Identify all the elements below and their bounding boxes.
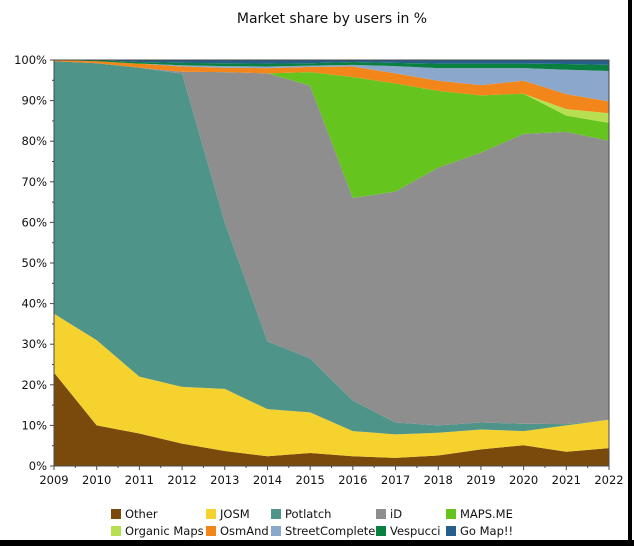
area-other <box>54 372 609 466</box>
legend-item-id: iD <box>376 507 446 521</box>
stacked-area-chart: 0% 10% 20% 30% 40% 50% 60% 70% 80% 90% 100% 2009 201… <box>14 53 624 487</box>
x-axis-label-2018: 2018 <box>424 473 453 487</box>
area-maps-me <box>54 61 609 199</box>
y-axis-label-90: 90% <box>21 94 47 108</box>
legend-item-go-map: Go Map!! <box>446 524 531 538</box>
x-axis-label-2009: 2009 <box>39 473 68 487</box>
x-axis-label-2017: 2017 <box>381 473 410 487</box>
legend-item-streetcomplete: StreetComplete <box>271 524 376 538</box>
legend-swatch-go-map <box>446 525 456 536</box>
legend-item-potlatch: Potlatch <box>271 507 376 521</box>
x-axis-label-2014: 2014 <box>253 473 282 487</box>
area-josm <box>54 313 609 458</box>
legend-label-maps-me: MAPS.ME <box>460 506 513 521</box>
legend-item-other: Other <box>111 507 206 521</box>
x-axis-label-2015: 2015 <box>296 473 325 487</box>
legend-label-streetcomplete: StreetComplete <box>285 523 376 538</box>
y-axis-label-70: 70% <box>21 175 47 189</box>
legend-item-organic-maps: Organic Maps <box>111 524 206 538</box>
axis-group: 0% 10% 20% 30% 40% 50% 60% 70% 80% 90% 100% 2009 201… <box>14 53 624 487</box>
area-go-map <box>54 60 609 65</box>
x-axis-label-2021: 2021 <box>552 473 581 487</box>
area-id <box>54 61 609 426</box>
area-potlatch <box>54 61 609 435</box>
y-axis-label-30: 30% <box>21 337 47 351</box>
legend-swatch-osmand <box>206 525 216 536</box>
legend-label-organic-maps: Organic Maps <box>125 523 204 538</box>
area-series-group <box>54 60 609 466</box>
window-edge-bottom <box>0 540 634 546</box>
legend-label-go-map: Go Map!! <box>460 523 514 538</box>
legend-label-potlatch: Potlatch <box>285 506 332 521</box>
legend-swatch-other <box>111 508 121 519</box>
legend-item-osmand: OsmAnd <box>206 524 271 538</box>
legend-swatch-organic-maps <box>111 525 121 536</box>
legend-swatch-id <box>376 508 386 519</box>
y-axis-label-10: 10% <box>21 418 47 432</box>
x-axis-label-2010: 2010 <box>82 473 111 487</box>
legend-swatch-josm <box>206 508 216 519</box>
area-streetcomplete <box>54 60 609 102</box>
legend-label-osmand: OsmAnd <box>220 523 269 538</box>
area-osmand <box>54 60 609 114</box>
legend: Other JOSM Potlatch iD MAPS.ME Organic Maps Os… <box>111 505 531 539</box>
legend-label-id: iD <box>390 506 403 521</box>
legend-item-josm: JOSM <box>206 507 271 521</box>
legend-swatch-vespucci <box>376 525 386 536</box>
y-axis-label-80: 80% <box>21 134 47 148</box>
legend-swatch-streetcomplete <box>271 525 281 536</box>
x-axis-label-2022: 2022 <box>594 473 623 487</box>
area-vespucci <box>54 60 609 71</box>
legend-label-josm: JOSM <box>220 506 250 521</box>
legend-swatch-potlatch <box>271 508 281 519</box>
legend-item-maps-me: MAPS.ME <box>446 507 531 521</box>
x-axis-label-2011: 2011 <box>125 473 154 487</box>
window-edge-right <box>628 0 632 546</box>
y-axis-label-60: 60% <box>21 215 47 229</box>
x-axis-label-2020: 2020 <box>509 473 538 487</box>
y-axis-label-50: 50% <box>21 256 47 270</box>
x-axis-label-2019: 2019 <box>466 473 495 487</box>
plot-frame <box>53 59 610 467</box>
y-axis-label-100: 100% <box>14 53 47 67</box>
x-axis-label-2012: 2012 <box>167 473 196 487</box>
legend-swatch-maps-me <box>446 508 456 519</box>
legend-label-vespucci: Vespucci <box>390 523 441 538</box>
y-axis-label-20: 20% <box>21 378 47 392</box>
y-axis-label-40: 40% <box>21 297 47 311</box>
legend-label-other: Other <box>125 506 158 521</box>
legend-item-vespucci: Vespucci <box>376 524 446 538</box>
chart-title: Market share by users in % <box>236 11 428 27</box>
x-axis-label-2016: 2016 <box>338 473 367 487</box>
y-axis-label-0: 0% <box>29 459 47 473</box>
x-axis-label-2013: 2013 <box>210 473 239 487</box>
